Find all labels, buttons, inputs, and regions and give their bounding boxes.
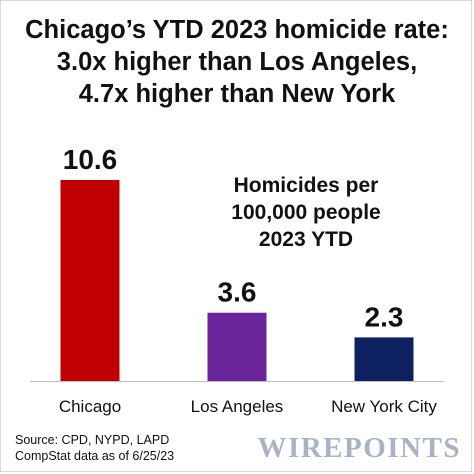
category-label: Chicago — [59, 397, 121, 416]
annotation-line-1: Homicides per — [233, 174, 379, 197]
bar-chicago — [60, 180, 120, 381]
value-label: 2.3 — [365, 301, 404, 332]
annotation-line-2: 100,000 people — [231, 201, 381, 224]
source-line-1: Source: CPD, NYPD, LAPD — [15, 433, 170, 447]
category-label: New York City — [331, 397, 437, 416]
title-line-2: 3.0x higher than Los Angeles, — [56, 48, 418, 76]
annotation-line-3: 2023 YTD — [258, 228, 354, 251]
title-line-1: Chicago’s YTD 2023 homicide rate: — [25, 16, 449, 44]
chart-annotation: Homicides per 100,000 people 2023 YTD — [216, 172, 396, 253]
bar-los-angeles — [207, 312, 267, 381]
category-label: Los Angeles — [191, 397, 284, 416]
title-line-3: 4.7x higher than New York — [78, 80, 396, 108]
chart-title: Chicago’s YTD 2023 homicide rate: 3.0x h… — [0, 14, 474, 110]
value-label: 10.6 — [63, 144, 118, 175]
source-note: Source: CPD, NYPD, LAPD CompStat data as… — [15, 432, 174, 464]
value-label: 3.6 — [218, 277, 257, 308]
bar-new-york-city — [354, 337, 414, 381]
wirepoints-logo: WIREPOINTS — [257, 432, 461, 464]
source-line-2: CompStat data as of 6/25/23 — [15, 449, 175, 463]
